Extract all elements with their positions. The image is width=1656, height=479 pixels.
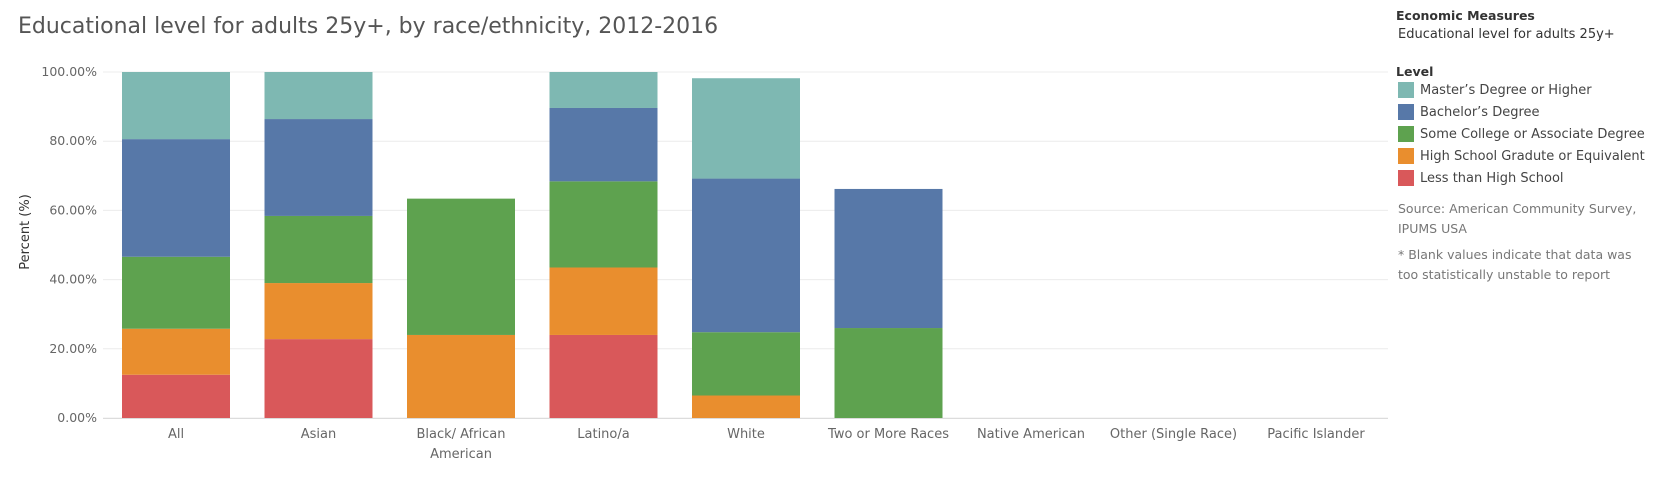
- y-axis-label: Percent (%): [18, 194, 33, 270]
- legend-items: Master’s Degree or Higher Bachelor’s Degr…: [1396, 79, 1652, 189]
- bar-segment[interactable]: [264, 119, 373, 216]
- bar-segment[interactable]: [692, 332, 800, 396]
- bar-segment[interactable]: [692, 78, 800, 179]
- blank-values-note: * Blank values indicate that data was to…: [1398, 247, 1632, 282]
- legend-label: Master’s Degree or Higher: [1420, 82, 1592, 98]
- y-tick-label: 0.00%: [57, 410, 97, 425]
- legend-swatch: [1398, 82, 1414, 98]
- legend-label: Less than High School: [1420, 170, 1564, 186]
- legend-swatch: [1398, 170, 1414, 186]
- bar-segment[interactable]: [692, 395, 800, 418]
- bar-segment[interactable]: [122, 374, 230, 418]
- x-category-label: Latino/a: [577, 427, 629, 442]
- bar-segment[interactable]: [549, 334, 658, 418]
- x-category-label: Pacific Islander: [1267, 427, 1365, 442]
- x-category-label: Other (Single Race): [1110, 427, 1237, 442]
- legend-item[interactable]: Less than High School: [1396, 167, 1652, 189]
- bar-segment[interactable]: [264, 283, 373, 340]
- bar-segment[interactable]: [407, 334, 515, 418]
- source-note: Source: American Community Survey, IPUMS…: [1398, 201, 1637, 236]
- legend-label: High School Gradute or Equivalent: [1420, 148, 1645, 164]
- measure-value[interactable]: Educational level for adults 25y+: [1398, 27, 1615, 42]
- x-category-label: Two or More Races: [827, 427, 949, 442]
- legend-label: Some College or Associate Degree: [1420, 126, 1645, 142]
- legend-item[interactable]: Master’s Degree or Higher: [1396, 79, 1652, 101]
- legend-item[interactable]: Bachelor’s Degree: [1396, 101, 1652, 123]
- stacked-bar-chart: 0.00% 20.00% 40.00% 60.00% 80.00% 100.00% All…: [18, 64, 1388, 462]
- y-tick-label: 60.00%: [49, 202, 97, 217]
- x-category-label: All: [168, 427, 184, 442]
- y-tick-label: 20.00%: [49, 341, 97, 356]
- bar-segment[interactable]: [122, 256, 230, 329]
- legend-label: Bachelor’s Degree: [1420, 104, 1540, 120]
- legend-swatch: [1398, 104, 1414, 120]
- legend-panel: Economic Measures Educational level for …: [1396, 8, 1652, 285]
- legend-item[interactable]: High School Gradute or Equivalent: [1396, 145, 1652, 167]
- x-category-label: White: [727, 427, 765, 442]
- bar-segment[interactable]: [264, 339, 373, 418]
- bar-segment[interactable]: [407, 198, 515, 335]
- bar-segment[interactable]: [692, 178, 800, 333]
- bar-segment[interactable]: [834, 188, 943, 329]
- x-axis: All Asian Black/ African American Latino/a Wh…: [168, 427, 1365, 462]
- y-tick-label: 100.00%: [41, 64, 97, 79]
- bar-segment[interactable]: [264, 72, 373, 120]
- bar-segment[interactable]: [549, 107, 658, 182]
- bar-segment[interactable]: [122, 72, 230, 140]
- bars: [122, 72, 943, 418]
- bar-segment[interactable]: [549, 181, 658, 268]
- x-category-label: Native American: [977, 427, 1085, 442]
- x-category-label: American: [430, 447, 492, 462]
- x-category-label: Asian: [301, 427, 336, 442]
- legend-item[interactable]: Some College or Associate Degree: [1396, 123, 1652, 145]
- bar-segment[interactable]: [264, 215, 373, 284]
- bar-segment[interactable]: [834, 328, 943, 418]
- bar-segment[interactable]: [122, 139, 230, 257]
- x-category-label: Black/ African: [416, 427, 505, 442]
- bar-segment[interactable]: [549, 72, 658, 108]
- legend-swatch: [1398, 148, 1414, 164]
- y-axis: 0.00% 20.00% 40.00% 60.00% 80.00% 100.00%: [41, 64, 97, 425]
- legend-swatch: [1398, 126, 1414, 142]
- bar-segment[interactable]: [549, 267, 658, 335]
- y-tick-label: 40.00%: [49, 272, 97, 287]
- y-tick-label: 80.00%: [49, 133, 97, 148]
- bar-segment[interactable]: [122, 328, 230, 375]
- chart-title: Educational level for adults 25y+, by ra…: [18, 14, 719, 39]
- level-heading: Level: [1396, 64, 1434, 79]
- measure-heading: Economic Measures: [1396, 8, 1535, 23]
